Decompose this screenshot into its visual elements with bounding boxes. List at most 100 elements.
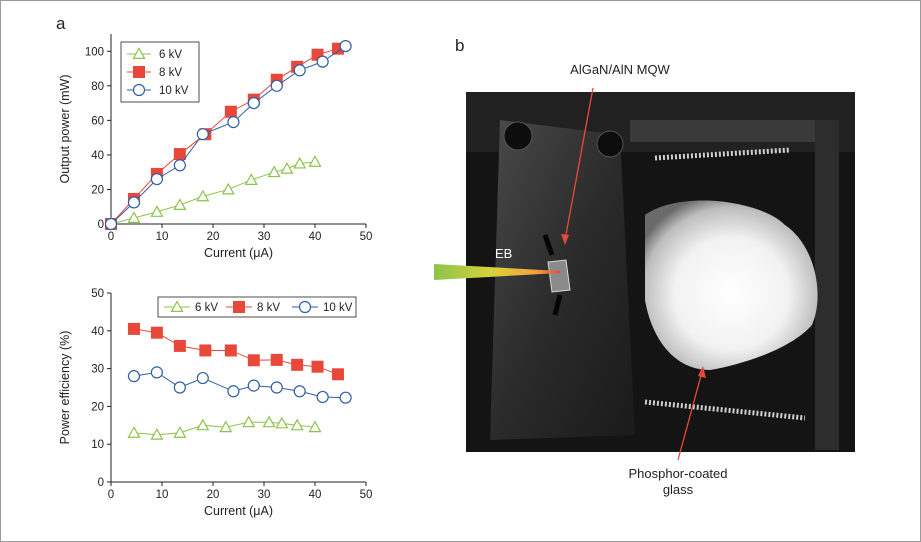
data-point <box>280 161 294 174</box>
data-point <box>227 385 240 398</box>
electron-beam <box>434 264 560 280</box>
mqw-pointer-arrow <box>564 87 594 241</box>
right-frame <box>815 120 839 450</box>
legend-label: 10 kV <box>323 302 353 314</box>
data-point <box>242 415 256 428</box>
data-point <box>331 368 344 381</box>
legend-label: 8 kV <box>159 67 182 79</box>
mqw-chip <box>547 259 571 293</box>
series-line <box>133 421 316 436</box>
x-tick-label: 20 <box>207 489 220 501</box>
y-tick-label: 40 <box>91 326 104 338</box>
data-point <box>308 420 322 433</box>
series-10kv <box>127 366 352 404</box>
data-point <box>127 322 140 335</box>
data-point <box>291 358 304 371</box>
data-point <box>196 418 210 431</box>
series-line <box>133 371 346 399</box>
data-point <box>150 326 163 339</box>
x-tick-label: 50 <box>360 231 373 243</box>
data-point <box>267 165 281 178</box>
data-point <box>290 418 304 431</box>
data-point <box>270 79 283 92</box>
data-point <box>339 391 352 404</box>
data-point <box>339 39 352 53</box>
data-point <box>173 426 187 438</box>
data-point <box>244 173 258 185</box>
data-point <box>173 381 186 394</box>
y-tick-label: 10 <box>91 439 104 451</box>
data-point <box>308 155 322 167</box>
series-6kv <box>127 415 322 440</box>
y-tick-label: 20 <box>91 401 104 413</box>
legend-marker <box>170 300 184 312</box>
x-tick-label: 50 <box>360 489 373 501</box>
data-point <box>221 182 235 195</box>
series-10kv <box>104 39 352 231</box>
data-point <box>150 205 164 217</box>
legend: 6 kV 8 kV 10 kV <box>120 41 200 103</box>
data-point <box>127 426 141 438</box>
label-mqw: AlGaN/AlN MQW <box>570 62 670 77</box>
threaded-rod-bottom <box>644 399 806 421</box>
data-point <box>316 55 329 68</box>
legend-marker <box>233 301 245 313</box>
x-tick-label: 10 <box>156 231 169 243</box>
data-point <box>173 148 186 161</box>
y-tick-label: 0 <box>98 477 104 489</box>
legend: 6 kV 8 kV 10 kV <box>157 296 357 318</box>
data-point <box>196 371 209 385</box>
data-point <box>173 159 186 172</box>
data-point <box>316 390 329 404</box>
legend-label: 6 kV <box>159 49 182 61</box>
data-point <box>247 96 260 110</box>
data-point <box>127 211 141 223</box>
y-tick-label: 80 <box>91 81 104 93</box>
screw-icon <box>503 121 533 151</box>
data-point <box>150 366 163 379</box>
x-tick-label: 20 <box>207 231 220 243</box>
data-point <box>127 370 141 383</box>
x-axis-label: Current (μA) <box>204 504 273 518</box>
legend-marker <box>132 47 146 60</box>
legend-marker <box>132 83 146 97</box>
x-tick-label: 40 <box>309 489 322 501</box>
y-tick-label: 30 <box>91 364 104 376</box>
data-point <box>196 128 209 141</box>
data-point <box>173 198 187 210</box>
data-point <box>227 115 240 129</box>
y-tick-label: 100 <box>85 46 104 58</box>
panel-a-label: a <box>56 14 66 33</box>
data-point <box>293 385 306 398</box>
panel-b-label: b <box>455 36 465 55</box>
axis-lines <box>110 293 366 483</box>
data-point <box>219 420 233 433</box>
y-tick-label: 0 <box>98 219 104 231</box>
data-point <box>127 196 141 209</box>
data-point <box>199 344 212 357</box>
device-photo-panel: AlGaN/AlN MQW EB Phosphor-coated glass <box>434 62 855 497</box>
label-phosphor-line2: glass <box>663 482 694 497</box>
x-tick-label: 30 <box>258 231 271 243</box>
series-6kv <box>104 155 322 229</box>
y-tick-label: 20 <box>91 184 104 196</box>
data-point <box>150 428 164 440</box>
data-point <box>247 379 260 392</box>
data-point <box>262 415 276 428</box>
legend-marker <box>298 300 312 314</box>
data-point <box>293 156 307 169</box>
data-point <box>247 354 260 367</box>
label-eb: EB <box>495 246 512 261</box>
data-point <box>270 353 283 366</box>
x-tick-label: 0 <box>108 489 114 501</box>
data-point <box>311 360 324 373</box>
x-tick-label: 10 <box>156 489 169 501</box>
legend-label: 10 kV <box>159 85 189 97</box>
data-point <box>173 339 186 352</box>
glass-pointer-arrow <box>677 371 703 461</box>
y-tick-label: 50 <box>91 288 104 300</box>
legend-label: 6 kV <box>195 302 218 314</box>
data-point <box>196 189 210 202</box>
legend-label: 8 kV <box>257 302 280 314</box>
x-tick-label: 30 <box>258 489 271 501</box>
